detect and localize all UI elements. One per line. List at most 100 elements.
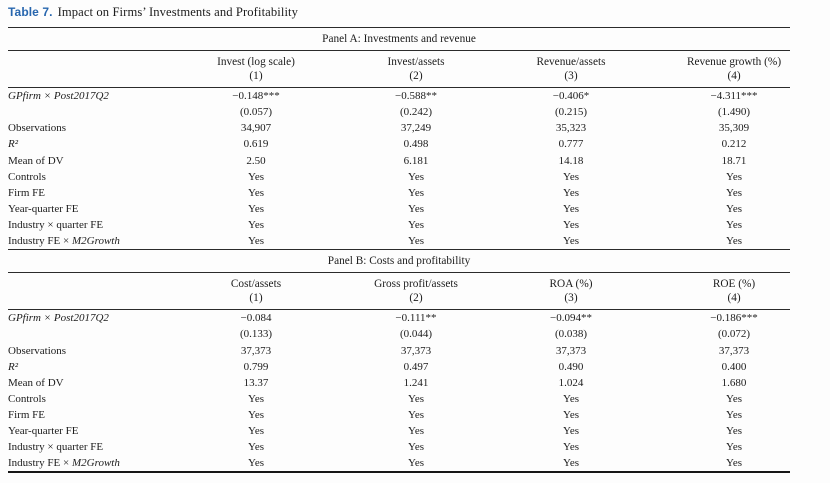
row-label-variable: M2Growth [71, 235, 120, 248]
data-cell: Yes [562, 457, 579, 470]
table-row: Industry FE × M2Growth Yes Yes Yes Yes [8, 233, 790, 250]
data-cell: Yes [726, 186, 743, 199]
data-cell: (0.242) [399, 106, 433, 119]
table-row: Controls Yes Yes Yes Yes [8, 169, 790, 185]
row-label: Firm FE [8, 186, 45, 199]
data-cell: 34,907 [240, 122, 272, 135]
data-cell: Yes [726, 235, 743, 248]
table-row: GPfirm × Post2017Q2 −0.084 −0.111** −0.0… [8, 310, 790, 327]
row-label: Mean of DV [8, 154, 64, 167]
row-label: Year-quarter FE [8, 202, 79, 215]
data-cell: Yes [407, 424, 424, 437]
row-label: Industry × quarter FE [8, 218, 104, 231]
table-row: Firm FE Yes Yes Yes Yes [8, 407, 790, 423]
data-cell: Yes [247, 408, 264, 421]
data-cell: 0.212 [721, 138, 747, 151]
data-cell: Yes [726, 218, 743, 231]
data-cell: Yes [562, 170, 579, 183]
panel-a: Panel A: Investments and revenue Invest … [8, 27, 791, 250]
column-header: ROE (%) (4) [642, 272, 791, 311]
column-name: ROA (%) [549, 278, 593, 291]
column-name: Gross profit/assets [374, 278, 458, 291]
data-cell: −0.148*** [232, 90, 280, 103]
data-cell: (1.490) [717, 106, 751, 119]
data-cell: 1.024 [558, 376, 584, 389]
column-name: Revenue/assets [536, 56, 606, 68]
data-cell: (0.044) [399, 328, 433, 341]
data-cell: 0.799 [243, 360, 269, 373]
column-name: Cost/assets [230, 278, 282, 291]
data-cell: 6.181 [403, 154, 429, 167]
data-cell: 1.241 [403, 376, 429, 389]
panel-b-header-row: Cost/assets (1) Gross profit/assets (2) … [8, 272, 791, 311]
data-cell: Yes [407, 457, 424, 470]
data-cell: Yes [407, 235, 424, 248]
data-cell: (0.133) [239, 328, 273, 341]
column-number: (4) [727, 291, 741, 304]
header-spacer [8, 272, 180, 311]
data-cell: Yes [407, 218, 424, 231]
data-cell: Yes [562, 392, 579, 405]
data-cell: 35,309 [718, 122, 750, 135]
row-label: Industry × quarter FE [8, 441, 104, 454]
row-label: Observations [8, 122, 67, 135]
data-cell: Yes [247, 170, 264, 183]
data-cell: −0.406* [552, 90, 590, 103]
table-title: Table 7. Impact on Firms’ Investments and… [8, 5, 830, 20]
data-cell: −0.186*** [710, 312, 758, 325]
data-cell: Yes [562, 186, 579, 199]
column-header: ROA (%) (3) [500, 272, 642, 311]
table-row: Industry FE × M2Growth Yes Yes Yes Yes [8, 455, 790, 472]
data-cell: 0.490 [558, 360, 584, 373]
header-spacer [8, 50, 180, 89]
row-label: Firm FE [8, 408, 45, 421]
data-cell: Yes [407, 186, 424, 199]
data-cell: Yes [247, 457, 264, 470]
data-cell: −0.588** [395, 90, 437, 103]
table-row: (0.133) (0.044) (0.038) (0.072) [8, 326, 790, 342]
data-cell: −4.311*** [710, 90, 758, 103]
data-cell: −0.084 [240, 312, 272, 325]
row-label: Controls [8, 170, 46, 183]
table-row: Industry × quarter FE Yes Yes Yes Yes [8, 439, 790, 455]
row-label-prefix: Industry FE × [8, 235, 72, 248]
table-row: Mean of DV 13.37 1.241 1.024 1.680 [8, 375, 790, 391]
data-cell: Yes [247, 202, 264, 215]
panel-a-header-row: Invest (log scale) (1) Invest/assets (2)… [8, 50, 791, 89]
data-cell: Yes [562, 424, 579, 437]
data-cell: 18.71 [721, 154, 747, 167]
data-cell: 14.18 [558, 154, 584, 167]
column-name: Invest (log scale) [217, 56, 295, 68]
data-cell: Yes [407, 392, 424, 405]
table-row: R² 0.799 0.497 0.490 0.400 [8, 359, 790, 375]
data-cell: Yes [726, 408, 743, 421]
data-cell: Yes [726, 202, 743, 215]
panel-caption: Panel B: Costs and profitability [8, 249, 791, 274]
data-cell: Yes [562, 235, 579, 248]
row-label: Year-quarter FE [8, 424, 79, 437]
column-header: Revenue/assets (3) [500, 50, 642, 89]
table-row: Observations 37,373 37,373 37,373 37,373 [8, 343, 790, 359]
row-label: GPfirm × Post2017Q2 [8, 312, 109, 325]
data-cell: 37,373 [555, 344, 587, 357]
data-cell: (0.057) [239, 106, 273, 119]
panel-a-caption-row: Panel A: Investments and revenue [8, 27, 791, 51]
row-label-prefix: Industry FE × [8, 457, 72, 470]
data-cell: Yes [407, 170, 424, 183]
column-number: (1) [249, 69, 263, 82]
column-number: (1) [249, 291, 263, 304]
table-row: Firm FE Yes Yes Yes Yes [8, 185, 790, 201]
data-cell: 13.37 [243, 376, 269, 389]
data-cell: 1.680 [721, 376, 747, 389]
data-cell: 0.497 [403, 360, 429, 373]
column-number: (3) [564, 291, 578, 304]
page: Table 7. Impact on Firms’ Investments and… [8, 5, 830, 474]
data-cell: 0.619 [243, 138, 269, 151]
data-cell: Yes [726, 392, 743, 405]
row-label: R² [8, 138, 19, 151]
column-number: (2) [409, 69, 423, 82]
column-number: (3) [564, 69, 578, 82]
data-cell: 2.50 [246, 154, 266, 167]
row-label [8, 104, 180, 120]
panel-b-caption-row: Panel B: Costs and profitability [8, 249, 791, 274]
